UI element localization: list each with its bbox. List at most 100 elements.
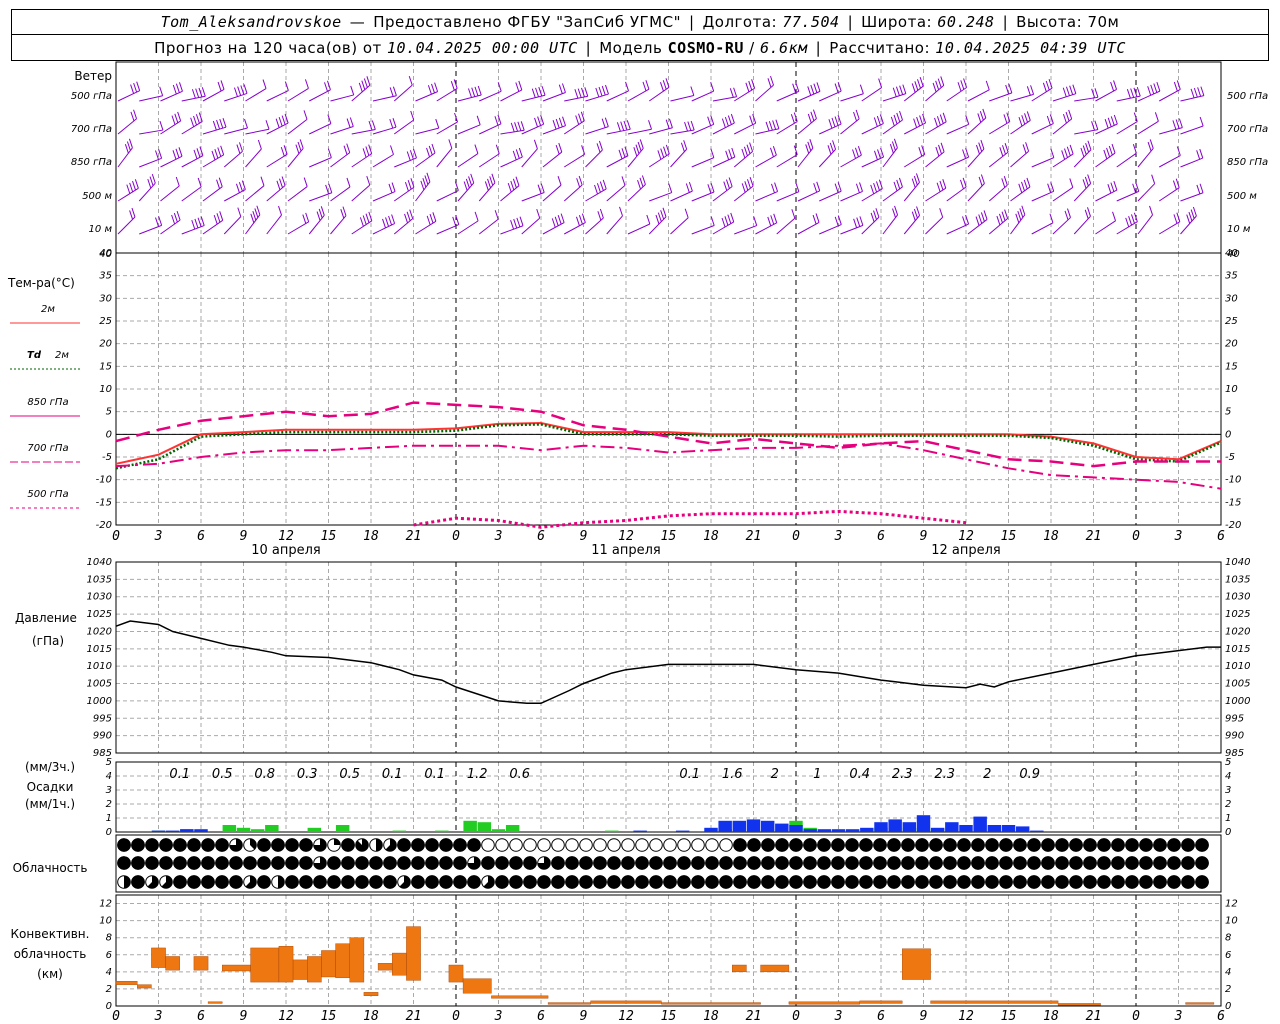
- precip-sum-label: 1.6: [722, 767, 743, 782]
- cloud-symbol-fill: [467, 838, 481, 852]
- wind-barb-flag: [515, 82, 520, 92]
- wind-barb-flag: [1130, 88, 1135, 98]
- precip-bar-liquid: [222, 825, 237, 832]
- wind-barb-flag: [1030, 85, 1035, 95]
- title-dash: —: [349, 13, 366, 31]
- wind-barb-flag: [426, 147, 431, 158]
- wind-barb: [776, 90, 799, 102]
- wind-barb-flag: [890, 116, 895, 127]
- temp-xtick: 15: [321, 529, 337, 544]
- cloud-symbol-fill: [187, 856, 201, 870]
- wind-barb-flag: [936, 182, 941, 192]
- wind-barb: [138, 182, 156, 202]
- wind-barb-flag: [793, 145, 798, 155]
- wind-barb-flag: [746, 144, 751, 154]
- wind-barb-flag: [642, 81, 647, 92]
- wind-barb: [606, 155, 629, 168]
- wind-level-label-left: 500 м: [82, 191, 112, 202]
- wind-barb-flag: [455, 215, 460, 225]
- wind-barb: [988, 151, 1009, 168]
- wind-barb: [712, 96, 737, 102]
- cloud-symbol-fill: [131, 838, 145, 852]
- cloud-symbol-fill: [1153, 856, 1167, 870]
- precip-ytick-right: 1: [1225, 813, 1231, 824]
- wind-barb-flag: [979, 111, 984, 121]
- temp-ytick-left: -15: [96, 497, 112, 508]
- wind-barb: [393, 84, 413, 102]
- temp-ytick-left: 0: [106, 429, 112, 440]
- cloud-symbol-fill: [1153, 838, 1167, 852]
- wind-barb-flag: [244, 118, 248, 129]
- temp-ytick-right: -5: [1225, 452, 1235, 463]
- wind-barb-flag: [238, 182, 243, 192]
- wind-barb-flag: [914, 81, 919, 91]
- wind-barb-flag: [324, 82, 328, 92]
- wind-barb: [139, 129, 164, 135]
- temp-xtick: 21: [406, 529, 422, 544]
- wind-barb-flag: [252, 210, 257, 221]
- wind-barb-flag: [463, 181, 468, 191]
- temp-xtick: 18: [1043, 529, 1059, 544]
- temp-xtick: 18: [363, 529, 379, 544]
- cloud-symbol-fill: [747, 856, 761, 870]
- cloud-symbol-fill: [327, 875, 341, 889]
- cloud-symbol-fill: [943, 838, 957, 852]
- wind-barb-flag: [409, 209, 414, 219]
- wind-barb: [1052, 217, 1071, 235]
- wind-barb-flag: [533, 139, 538, 149]
- cloud-symbol-fill: [957, 875, 971, 889]
- wind-barb-flag: [805, 144, 810, 154]
- wind-barb-flag: [578, 215, 583, 225]
- wind-barb: [988, 184, 1008, 202]
- wind-barb: [457, 94, 482, 102]
- cloud-symbol-fill: [411, 856, 425, 870]
- wind-barb-flag: [1193, 87, 1198, 98]
- wind-barb-flag: [435, 118, 440, 129]
- wind-barb: [351, 84, 371, 102]
- cloud-symbol-fill: [124, 875, 131, 889]
- conv-xtick: 3: [154, 1009, 163, 1024]
- precip-ytick-left: 3: [106, 785, 112, 796]
- wind-barb-flag: [655, 214, 660, 225]
- conv-ytick-left: 4: [106, 967, 112, 978]
- cloud-symbol-fill: [649, 875, 663, 889]
- wind-barb-flag: [1023, 179, 1028, 190]
- wind-panel: Ветер 500 гПа 500 гПа 700 гПа 700 гПа 850 гПа…: [71, 61, 1268, 260]
- precip-bar-liquid: [463, 820, 477, 832]
- cloud-title: Облачность: [13, 861, 88, 875]
- wind-barb: [606, 215, 623, 235]
- wind-barb-flag: [596, 183, 601, 193]
- wind-barb-flag: [304, 79, 309, 89]
- wind-barb-flag: [837, 182, 842, 192]
- wind-barb-flag: [404, 181, 409, 192]
- wind-barb-flag: [578, 175, 583, 186]
- cloud-symbol-fill: [971, 838, 985, 852]
- wind-barb-flag: [807, 86, 812, 96]
- wind-barb: [351, 153, 372, 168]
- wind-barb: [1073, 215, 1091, 235]
- wind-barb-flag: [893, 138, 898, 148]
- wind-barb-flag: [807, 113, 812, 124]
- wind-barb: [394, 157, 417, 168]
- wind-barb-flag: [962, 177, 967, 188]
- wind-barb-flag: [729, 88, 734, 98]
- cloud-symbol-fill: [607, 875, 621, 889]
- temp-ytick-right: 40: [1225, 248, 1238, 259]
- wind-barb: [245, 128, 270, 135]
- temp-xtick: 6: [197, 529, 205, 544]
- cloud-symbol-fill: [929, 856, 943, 870]
- wind-barb-flag: [724, 116, 729, 127]
- cloud-symbol-fill: [341, 856, 355, 870]
- cloud-symbol-fill: [145, 838, 159, 852]
- wind-barb-flag: [538, 86, 543, 97]
- cloud-symbol-fill: [1181, 856, 1195, 870]
- wind-barb: [202, 219, 223, 235]
- cloud-symbol-fill: [943, 856, 957, 870]
- wind-barb-flag: [1111, 143, 1116, 154]
- wind-barb-flag: [195, 114, 200, 124]
- wind-barb: [372, 95, 397, 102]
- wind-barb: [117, 216, 136, 235]
- wind-barb-flag: [177, 111, 182, 122]
- wind-barb-flag: [1108, 145, 1113, 156]
- wind-barb-flag: [810, 111, 815, 121]
